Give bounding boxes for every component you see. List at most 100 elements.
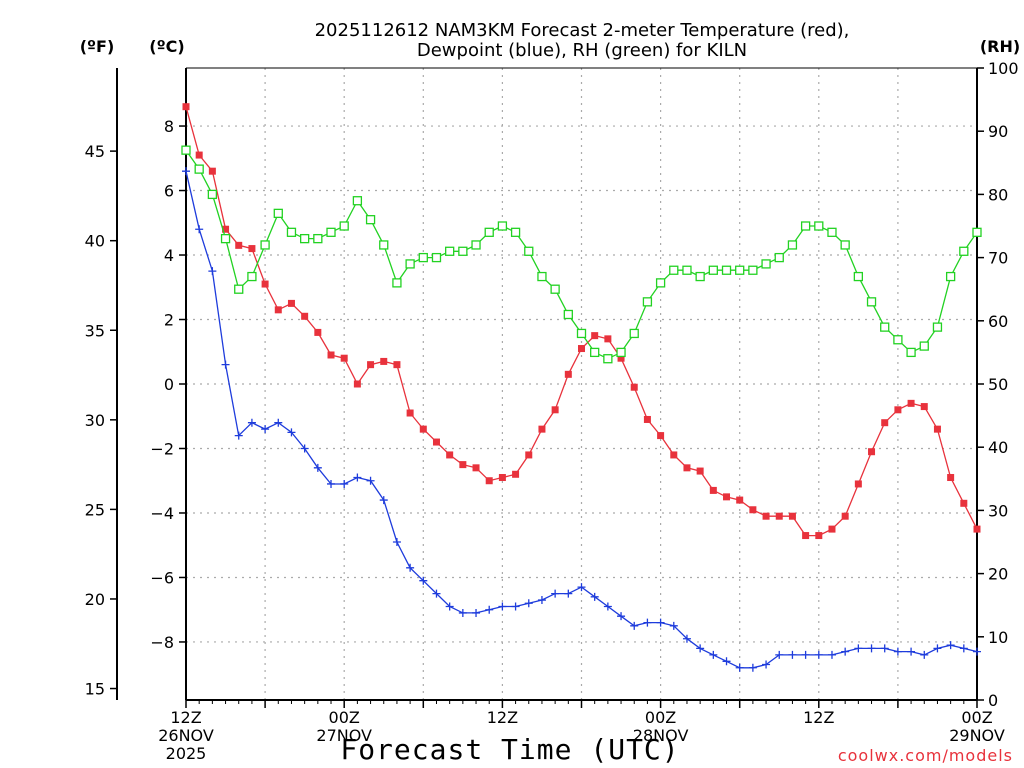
rh-point xyxy=(919,341,929,351)
temperature-point xyxy=(854,480,862,488)
rh-point xyxy=(313,233,323,244)
temperature-point xyxy=(248,245,256,253)
temperature-point xyxy=(762,512,770,520)
temperature-point xyxy=(314,328,322,336)
rh-point xyxy=(247,271,257,282)
temperature-point xyxy=(657,432,665,440)
dewpoint-point xyxy=(392,538,401,546)
temperature-point xyxy=(815,532,823,540)
rh-point xyxy=(787,240,798,250)
temperature-point xyxy=(617,354,625,362)
dewpoint-point xyxy=(709,650,718,659)
dewpoint-point xyxy=(208,267,217,276)
rh-point xyxy=(471,240,481,250)
dewpoint-point xyxy=(472,608,481,617)
dewpoint-point xyxy=(814,650,823,659)
dewpoint-point xyxy=(564,589,573,598)
dewpoint-point xyxy=(973,647,981,656)
temperature-point xyxy=(472,464,480,472)
dewpoint-point xyxy=(854,644,863,653)
dewpoint-point xyxy=(458,608,467,617)
rh-point xyxy=(590,347,600,358)
rh-point xyxy=(827,227,837,237)
temperature-point xyxy=(643,415,651,423)
temperature-point xyxy=(973,525,981,533)
dewpoint-point xyxy=(445,602,454,611)
celsius-tick-label: 6 xyxy=(164,182,174,201)
dewpoint-point xyxy=(762,660,771,669)
rh-point xyxy=(814,221,824,231)
rh-point xyxy=(326,227,336,237)
dewpoint-point xyxy=(907,647,916,656)
temperature-point xyxy=(287,299,295,307)
rh-point xyxy=(352,196,363,206)
temperature-point xyxy=(802,532,810,540)
labels: 2025112612 NAM3KM Forecast 2-meter Tempe… xyxy=(80,20,1020,766)
rh-point xyxy=(181,145,191,155)
dewpoint-point xyxy=(630,621,639,630)
dewpoint-point xyxy=(643,618,652,627)
rh-point xyxy=(959,246,969,256)
dewpoint-point xyxy=(287,428,296,437)
axes xyxy=(110,67,984,708)
rh-point xyxy=(234,284,244,294)
temperature-point xyxy=(551,406,559,414)
x-tick-label: 27NOV xyxy=(316,726,372,745)
rh-point xyxy=(616,347,626,358)
temperature-point xyxy=(485,477,493,485)
rh-point xyxy=(497,221,508,231)
dewpoint-point xyxy=(788,650,797,659)
temperature-point xyxy=(920,403,928,411)
rh-point xyxy=(260,240,270,250)
temperature-point xyxy=(380,357,388,365)
rh-point xyxy=(642,297,653,307)
dewpoint-point xyxy=(959,644,968,653)
rh-point xyxy=(365,215,376,225)
dewpoint-point xyxy=(669,621,678,630)
dewpoint-point xyxy=(748,663,757,672)
celsius-tick-label: 4 xyxy=(164,246,174,265)
fahrenheit-tick-label: 40 xyxy=(85,232,105,251)
rh-point xyxy=(273,208,283,219)
temperature-point xyxy=(775,512,783,520)
dewpoint-point xyxy=(419,576,428,585)
temperature-point xyxy=(881,419,889,427)
rh-point xyxy=(418,252,428,263)
temperature-point xyxy=(208,167,216,175)
rh-tick-label: 80 xyxy=(988,185,1008,204)
dewpoint-point xyxy=(498,602,507,611)
celsius-tick-label: −8 xyxy=(150,633,174,652)
dewpoint-point xyxy=(327,479,336,488)
x-tick-label: 2025 xyxy=(166,744,207,763)
rh-point xyxy=(405,259,415,269)
temperature-point xyxy=(578,345,585,353)
x-tick-label: 26NOV xyxy=(158,726,214,745)
rh-tick-label: 10 xyxy=(988,628,1008,647)
temperature-point xyxy=(933,425,941,433)
rh-point xyxy=(339,221,349,231)
rh-point xyxy=(655,278,666,288)
rh-point xyxy=(774,252,784,263)
rh-point xyxy=(669,265,679,275)
rh-point xyxy=(392,278,402,288)
x-tick-label: 29NOV xyxy=(949,726,1005,745)
x-tick-label: 00Z xyxy=(329,708,360,727)
fahrenheit-tick-label: 45 xyxy=(85,142,105,161)
temperature-point xyxy=(696,467,704,475)
dewpoint-point xyxy=(485,605,494,614)
dewpoint-point xyxy=(880,644,889,653)
temperature-point xyxy=(301,312,309,320)
rh-point xyxy=(563,309,573,320)
fahrenheit-tick-label: 30 xyxy=(85,411,105,430)
chart-title-line-2: Dewpoint (blue), RH (green) for KILN xyxy=(417,40,747,61)
rh-point xyxy=(550,284,560,294)
rh-tick-label: 20 xyxy=(988,565,1008,584)
rh-point xyxy=(629,328,639,339)
rh-tick-label: 60 xyxy=(988,312,1008,331)
rh-point xyxy=(603,354,613,364)
celsius-tick-label: −6 xyxy=(150,568,174,587)
dewpoint-point xyxy=(735,663,744,672)
temperature-point xyxy=(327,351,335,359)
dewpoint-point xyxy=(300,444,309,453)
celsius-tick-label: 2 xyxy=(164,311,174,330)
